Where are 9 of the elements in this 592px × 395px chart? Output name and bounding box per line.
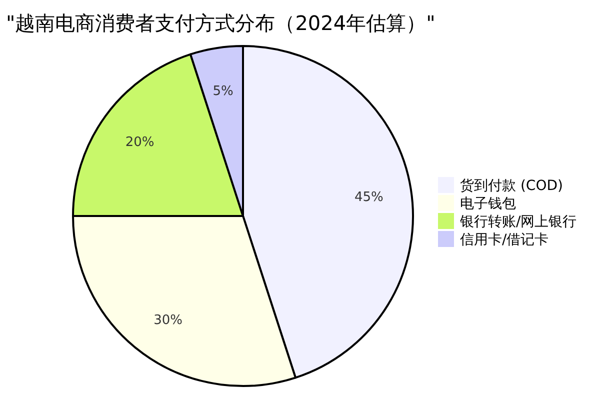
slice-label: 货到付款 (COD) (460, 178, 563, 194)
data-label: 5% (212, 84, 234, 100)
legend-label: 电子钱包 (460, 196, 516, 212)
legend-label: 银行转账/网上银行 (459, 214, 577, 230)
data-label: 45% (354, 190, 384, 206)
data-label: 20% (125, 135, 154, 150)
legend-label: 信用卡/借记卡 (460, 232, 549, 248)
data-label: 30% (154, 313, 183, 328)
chart-title: "越南电商消费者支付方式分布（2024年估算）" (6, 11, 436, 35)
